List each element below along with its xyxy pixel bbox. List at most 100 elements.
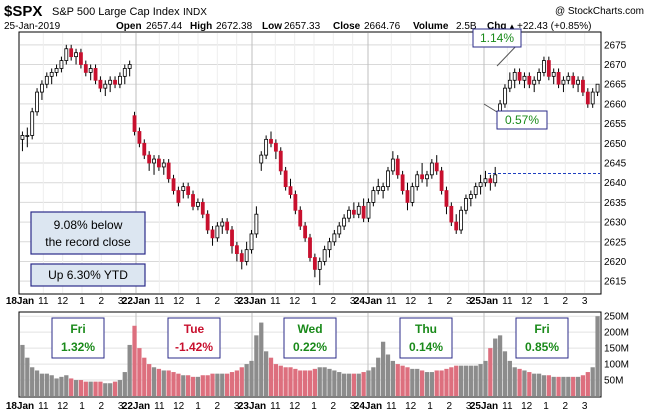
- candle-body-up: [317, 261, 322, 270]
- candle-body-down: [449, 205, 454, 223]
- day-box-label: Wed: [297, 322, 322, 336]
- candle: [395, 155, 400, 179]
- candle: [122, 64, 127, 85]
- volume-bar: [171, 372, 176, 396]
- candle: [195, 198, 200, 211]
- volume-bar: [302, 370, 308, 396]
- candle: [449, 202, 454, 227]
- volume-bar: [566, 376, 571, 396]
- candle-body-down: [546, 60, 551, 77]
- x-tick-label: 11: [386, 401, 397, 412]
- candle-body-down: [234, 245, 239, 255]
- day-box-label: Fri: [70, 322, 85, 336]
- candle: [503, 84, 507, 108]
- candle: [186, 182, 191, 199]
- x-tick-label: 1: [311, 296, 317, 307]
- volume-tick-label: 50M: [604, 376, 623, 387]
- x-tick-label: 2: [331, 401, 337, 412]
- volume-bar: [161, 370, 166, 396]
- price-tick-label: 2615: [604, 277, 627, 288]
- candle: [322, 245, 327, 266]
- price-tick-label: 2635: [604, 198, 627, 209]
- candle-body-up: [332, 233, 337, 243]
- volume-bar: [54, 378, 59, 396]
- volume-bar: [429, 372, 434, 396]
- x-tick-label: 25Jan: [470, 296, 498, 307]
- volume-bar: [186, 375, 191, 396]
- price-tick-label: 2650: [604, 139, 627, 150]
- volume-bar: [117, 380, 123, 396]
- close-value: 2664.76: [364, 21, 401, 32]
- candle: [259, 151, 264, 171]
- volume-bar: [551, 376, 556, 396]
- price-panel: [18, 31, 602, 295]
- candle: [64, 44, 69, 65]
- candle: [79, 48, 83, 69]
- x-tick-label: 12: [521, 296, 533, 307]
- x-tick-label: 12: [289, 296, 301, 307]
- x-tick-label: 11: [270, 296, 281, 307]
- volume-tick-label: 150M: [604, 344, 629, 355]
- volume-bar: [108, 383, 113, 396]
- day-box-frame: [399, 317, 453, 359]
- day-change-box: Thu 0.14%: [399, 317, 453, 359]
- volume-bar: [254, 335, 259, 396]
- candle: [327, 237, 332, 258]
- x-tick-label: 18Jan: [6, 296, 34, 307]
- x-tick-label: 3: [466, 296, 472, 307]
- candle-body-down: [137, 131, 142, 144]
- candle: [30, 107, 35, 140]
- candle-body-down: [210, 229, 215, 239]
- candle-body-up: [25, 135, 30, 137]
- candle: [98, 76, 103, 93]
- candle: [103, 80, 108, 97]
- candle: [542, 56, 546, 77]
- chart-symbol: $SPX: [4, 3, 42, 20]
- x-tick-label: 2: [99, 296, 105, 307]
- x-tick-label: 12: [57, 401, 69, 412]
- candle-body-down: [69, 48, 74, 58]
- candle: [585, 88, 590, 108]
- day-box-label: Fri: [534, 322, 549, 336]
- volume-bar: [93, 381, 98, 396]
- chg-up-arrow-icon: ▲: [508, 22, 516, 31]
- open-value: 2657.44: [146, 21, 183, 32]
- volume-panel: [18, 311, 602, 398]
- candle-body-down: [308, 237, 312, 258]
- volume-bar: [478, 364, 483, 396]
- candle-body-up: [381, 186, 386, 191]
- candle-body-up: [493, 174, 498, 184]
- x-tick-label: 24Jan: [354, 401, 382, 412]
- x-tick-label: 1: [195, 401, 201, 412]
- candle: [386, 166, 390, 191]
- candle: [113, 76, 117, 89]
- x-tick-label: 12: [173, 296, 185, 307]
- ohlc-readout: Open 2657.44 High 2672.38 Low 2657.33 Cl…: [116, 21, 592, 32]
- x-tick-label: 22Jan: [122, 401, 150, 412]
- volume-bar: [488, 348, 493, 396]
- volume-bar: [293, 368, 298, 396]
- price-tick-label: 2625: [604, 237, 627, 248]
- candle-body-up: [64, 48, 69, 61]
- candle: [44, 72, 49, 89]
- candle-body-down: [312, 257, 317, 270]
- header-date: 25-Jan-2019: [4, 21, 61, 32]
- candle-body-up: [464, 198, 468, 211]
- volume-bar: [585, 372, 590, 396]
- candle-body-down: [239, 253, 244, 262]
- candle-body-up: [356, 205, 361, 215]
- volume-tick-label: 200M: [604, 328, 629, 339]
- candle: [132, 111, 137, 136]
- x-tick-label: 22Jan: [122, 296, 150, 307]
- candle-body-up: [347, 209, 351, 219]
- volume-bar: [112, 381, 118, 396]
- volume-bar: [434, 370, 439, 396]
- volume-value: 2.5B: [456, 21, 477, 32]
- candle: [420, 163, 425, 183]
- volume-bar: [575, 376, 581, 396]
- candle: [347, 206, 351, 223]
- volume-bar: [322, 367, 327, 396]
- candle: [532, 76, 537, 93]
- volume-bar: [385, 354, 391, 396]
- candle: [454, 214, 459, 234]
